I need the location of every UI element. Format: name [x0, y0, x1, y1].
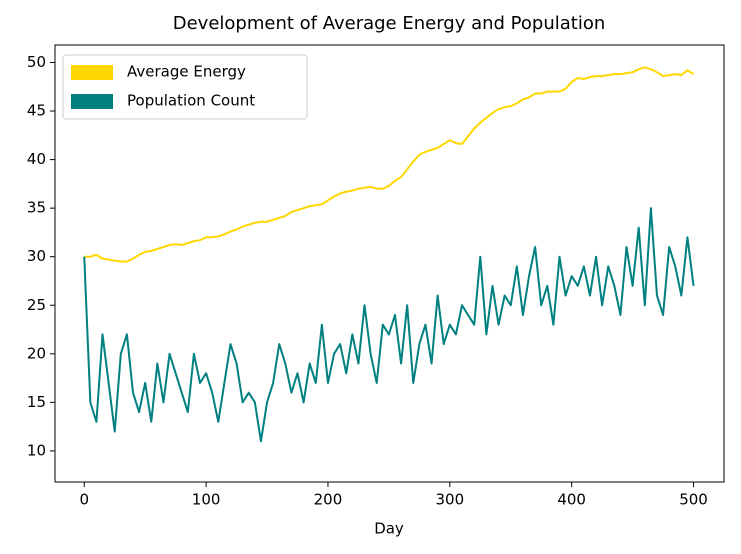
y-tick-label: 45 [27, 102, 46, 120]
x-tick-label: 400 [557, 491, 586, 509]
plot-frame [54, 44, 725, 483]
y-tick-label: 25 [27, 296, 46, 314]
y-tick-label: 50 [27, 53, 46, 71]
y-tick-label: 40 [27, 150, 46, 168]
legend-label: Population Count [127, 92, 255, 110]
y-tick-label: 10 [27, 441, 46, 459]
y-tick-label: 15 [27, 393, 46, 411]
x-axis-label: Day [374, 520, 404, 538]
series-line [84, 66, 695, 263]
legend-swatch [71, 65, 113, 80]
y-tick-label: 20 [27, 344, 46, 362]
y-tick-label: 30 [27, 247, 46, 265]
x-tick-label: 100 [192, 491, 221, 509]
y-tick-label: 35 [27, 199, 46, 217]
x-tick-label: 500 [679, 491, 708, 509]
legend-label: Average Energy [127, 63, 246, 81]
x-tick-label: 200 [314, 491, 343, 509]
chart-title: Development of Average Energy and Popula… [173, 13, 606, 34]
x-tick-label: 0 [79, 491, 89, 509]
legend-box [62, 54, 308, 120]
x-tick-label: 300 [435, 491, 464, 509]
legend-swatch [71, 94, 113, 109]
series-line [83, 207, 695, 443]
